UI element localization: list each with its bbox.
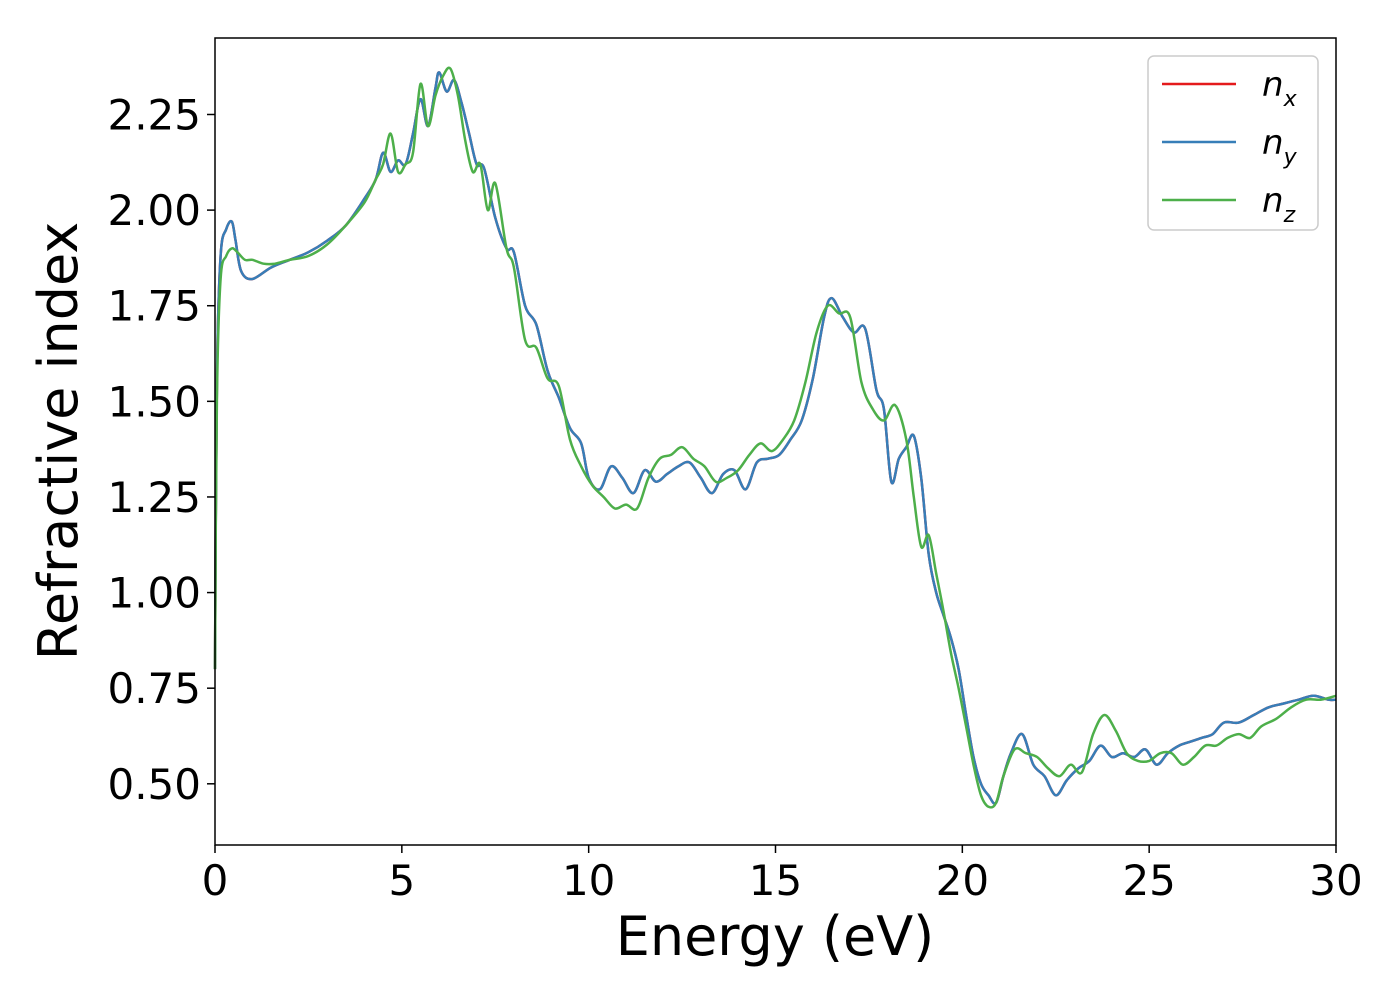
legend-label-z: nz <box>1262 181 1296 228</box>
legend-label-subscript: y <box>1283 145 1298 170</box>
x-tick-label: 25 <box>1122 856 1175 905</box>
series-line-y <box>213 71 1337 805</box>
legend-label-x: nx <box>1262 65 1298 112</box>
x-tick-label: 0 <box>202 856 229 905</box>
y-tick-label: 1.25 <box>107 473 201 522</box>
y-tick-label: 1.00 <box>107 569 201 618</box>
x-axis-title: Energy (eV) <box>616 905 935 968</box>
legend-label-main: n <box>1262 123 1284 163</box>
x-axis: 0 5 10 15 20 25 30 <box>202 845 1363 905</box>
y-tick-label: 2.00 <box>107 186 201 235</box>
y-tick-label: 2.25 <box>107 90 201 139</box>
x-tick-label: 5 <box>388 856 415 905</box>
y-axis: 0.50 0.75 1.00 1.25 1.50 1.75 2.00 2.25 <box>107 90 215 809</box>
x-tick-label: 30 <box>1309 856 1362 905</box>
legend-label-y: ny <box>1262 123 1298 170</box>
legend-label-subscript: z <box>1283 203 1296 228</box>
y-tick-label: 1.50 <box>107 377 201 426</box>
x-tick-label: 15 <box>749 856 802 905</box>
y-tick-label: 1.75 <box>107 282 201 331</box>
x-tick-label: 20 <box>936 856 989 905</box>
legend-label-main: n <box>1262 181 1284 221</box>
series-line-z <box>213 66 1337 809</box>
legend-label-main: n <box>1262 65 1284 105</box>
x-tick-label: 10 <box>562 856 615 905</box>
y-tick-label: 0.75 <box>107 664 201 713</box>
y-tick-label: 0.50 <box>107 760 201 809</box>
legend-label-subscript: x <box>1283 87 1298 112</box>
series-layer <box>213 66 1337 809</box>
y-axis-title: Refractive index <box>27 222 90 661</box>
